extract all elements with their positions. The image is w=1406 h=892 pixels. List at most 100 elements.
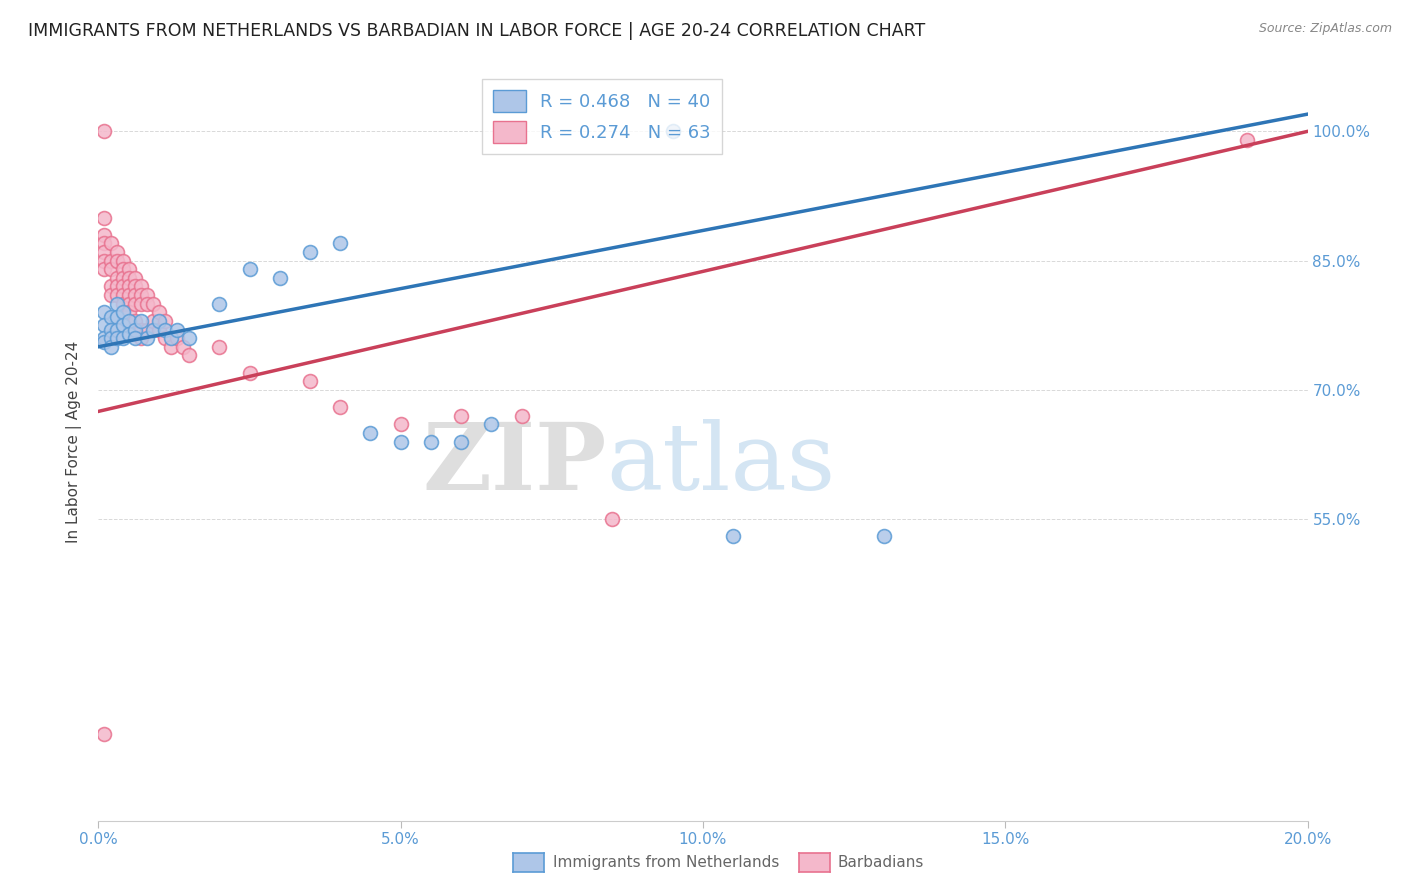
Point — [105, 296, 128, 310]
Point — [93, 124, 115, 138]
Point — [100, 253, 122, 268]
Point — [124, 322, 146, 336]
Point — [135, 322, 157, 336]
Point — [135, 288, 157, 302]
Point — [129, 331, 152, 345]
Point — [111, 279, 134, 293]
Point — [661, 124, 683, 138]
Point — [100, 331, 122, 345]
Point — [160, 331, 183, 345]
Point — [124, 270, 146, 285]
Point — [93, 305, 115, 319]
Point — [153, 331, 176, 345]
Point — [160, 340, 183, 354]
Point — [239, 366, 262, 380]
Point — [124, 314, 146, 328]
Point — [299, 374, 322, 388]
Point — [93, 318, 115, 333]
Point — [124, 279, 146, 293]
Point — [172, 340, 194, 354]
Point — [299, 245, 322, 260]
Point — [111, 305, 134, 319]
Point — [329, 400, 352, 414]
Text: atlas: atlas — [606, 419, 835, 509]
Point — [93, 335, 115, 350]
Point — [105, 253, 128, 268]
Point — [111, 270, 134, 285]
Point — [129, 288, 152, 302]
Point — [100, 288, 122, 302]
Point — [179, 331, 201, 345]
Point — [105, 270, 128, 285]
Point — [118, 262, 141, 277]
Point — [208, 340, 231, 354]
Point — [118, 279, 141, 293]
Point — [450, 409, 472, 423]
Text: Immigrants from Netherlands: Immigrants from Netherlands — [553, 855, 779, 870]
Point — [389, 417, 412, 432]
Point — [93, 727, 115, 741]
Point — [723, 529, 745, 543]
Point — [105, 279, 128, 293]
Y-axis label: In Labor Force | Age 20-24: In Labor Force | Age 20-24 — [66, 341, 83, 542]
Point — [166, 322, 188, 336]
Point — [142, 296, 165, 310]
Point — [360, 425, 382, 440]
Point — [105, 322, 128, 336]
Point — [239, 262, 262, 277]
Point — [100, 310, 122, 324]
Point — [93, 236, 115, 251]
Point — [111, 288, 134, 302]
Point — [1236, 133, 1258, 147]
Text: Barbadians: Barbadians — [838, 855, 924, 870]
Point — [450, 434, 472, 449]
Point — [118, 270, 141, 285]
Point — [93, 227, 115, 242]
Point — [148, 322, 170, 336]
Point — [269, 270, 291, 285]
Point — [148, 305, 170, 319]
Point — [129, 279, 152, 293]
Point — [602, 512, 624, 526]
Point — [153, 322, 176, 336]
Point — [118, 288, 141, 302]
Point — [166, 331, 188, 345]
Text: ZIP: ZIP — [422, 419, 606, 509]
Point — [105, 331, 128, 345]
Point — [111, 318, 134, 333]
Point — [124, 296, 146, 310]
Point — [93, 245, 115, 260]
Legend: R = 0.468   N = 40, R = 0.274   N = 63: R = 0.468 N = 40, R = 0.274 N = 63 — [482, 79, 721, 153]
Point — [111, 253, 134, 268]
Point — [93, 331, 115, 345]
Point — [129, 314, 152, 328]
Point — [100, 340, 122, 354]
Point — [481, 417, 503, 432]
Point — [105, 245, 128, 260]
Point — [111, 331, 134, 345]
Point — [100, 322, 122, 336]
Point — [148, 314, 170, 328]
Point — [124, 331, 146, 345]
Point — [111, 262, 134, 277]
Point — [105, 310, 128, 324]
Point — [208, 296, 231, 310]
Point — [329, 236, 352, 251]
Point — [389, 434, 412, 449]
Point — [420, 434, 443, 449]
Point — [124, 288, 146, 302]
Point — [142, 314, 165, 328]
Point — [118, 305, 141, 319]
Point — [118, 296, 141, 310]
Point — [129, 296, 152, 310]
Text: Source: ZipAtlas.com: Source: ZipAtlas.com — [1258, 22, 1392, 36]
Point — [100, 236, 122, 251]
Point — [135, 331, 157, 345]
Point — [510, 409, 533, 423]
Point — [93, 211, 115, 225]
Point — [100, 262, 122, 277]
Point — [129, 322, 152, 336]
Point — [873, 529, 896, 543]
Point — [105, 288, 128, 302]
Point — [111, 296, 134, 310]
